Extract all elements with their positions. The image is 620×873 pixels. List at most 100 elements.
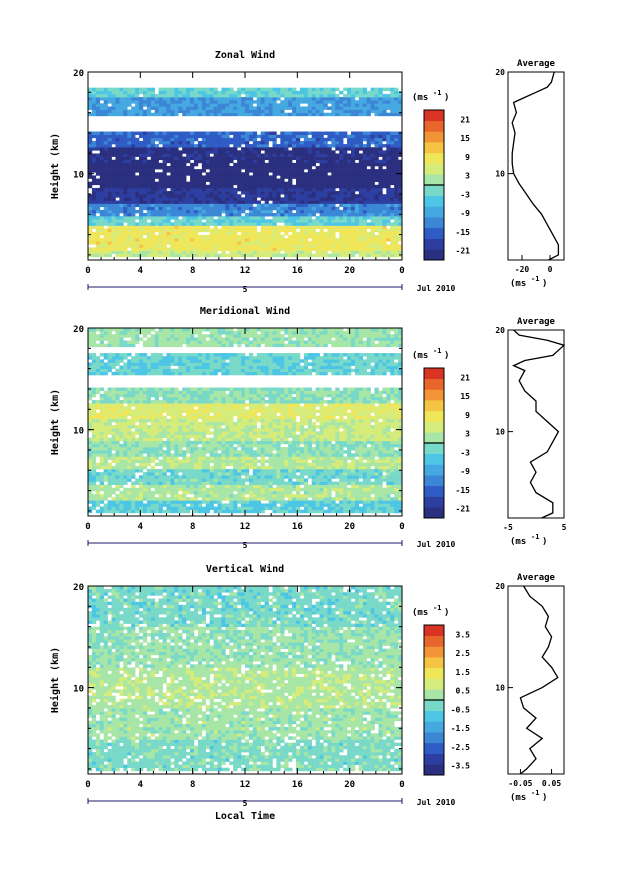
heatmap-cell xyxy=(170,247,175,251)
heatmap-cell xyxy=(233,231,238,236)
heatmap-cell xyxy=(166,462,171,467)
heatmap-cell xyxy=(158,443,163,448)
heatmap-cell xyxy=(331,191,336,195)
heatmap-cell xyxy=(139,415,144,420)
heatmap-cell xyxy=(264,194,269,198)
heatmap-cell xyxy=(127,159,132,164)
heatmap-cell xyxy=(158,150,163,154)
heatmap-cell xyxy=(174,472,179,476)
heatmap-cell xyxy=(182,191,187,195)
heatmap-cell xyxy=(95,159,101,164)
heatmap-cell xyxy=(307,153,313,157)
heatmap-cell xyxy=(386,194,391,198)
heatmap-cell xyxy=(91,87,97,92)
heatmap-cell xyxy=(135,425,140,429)
heatmap-cell xyxy=(190,184,195,189)
heatmap-cell xyxy=(139,194,144,198)
heatmap-cell xyxy=(107,431,112,435)
heatmap-cell xyxy=(158,97,163,101)
heatmap-cell xyxy=(127,187,132,192)
heatmap-cell xyxy=(178,100,183,104)
heatmap-cell xyxy=(256,219,261,223)
heatmap-cell xyxy=(162,478,167,482)
heatmap-cell xyxy=(284,203,289,208)
heatmap-cell xyxy=(394,87,399,92)
heatmap-cell xyxy=(394,225,399,229)
heatmap-cell xyxy=(331,222,336,226)
heatmap-cell xyxy=(91,253,97,258)
heatmap-cell xyxy=(197,194,203,198)
heatmap-cell xyxy=(174,140,179,145)
heatmap-cell xyxy=(276,191,281,195)
heatmap-cell xyxy=(99,462,104,467)
heatmap-cell xyxy=(358,228,364,233)
heatmap-cell xyxy=(103,393,108,398)
heatmap-cell xyxy=(162,337,167,341)
heatmap-cell xyxy=(88,456,93,460)
heatmap-cell xyxy=(217,172,222,176)
heatmap-cell xyxy=(311,234,316,239)
heatmap-cell xyxy=(193,206,199,211)
heatmap-cell xyxy=(307,241,313,245)
heatmap-cell xyxy=(99,334,104,338)
heatmap-cell xyxy=(154,437,159,442)
heatmap-cell xyxy=(135,222,140,226)
heatmap-cell xyxy=(182,159,187,164)
heatmap-cell xyxy=(264,103,269,107)
heatmap-cell xyxy=(245,181,250,186)
heatmap-cell xyxy=(280,178,285,182)
heatmap-cell xyxy=(241,175,246,179)
heatmap-cell xyxy=(186,147,191,151)
heatmap-cell xyxy=(264,187,269,192)
heatmap-cell xyxy=(354,219,360,223)
heatmap-cell xyxy=(162,459,167,464)
heatmap-cell xyxy=(311,87,316,92)
heatmap-cell xyxy=(205,247,210,251)
heatmap-cell xyxy=(131,443,136,448)
heatmap-cell xyxy=(123,209,128,214)
heatmap-cell xyxy=(170,481,175,485)
heatmap-cell xyxy=(370,194,375,198)
heatmap-cell xyxy=(237,97,242,101)
heatmap-cell xyxy=(103,443,108,448)
heatmap-cell xyxy=(88,481,93,485)
heatmap-cell xyxy=(178,440,183,445)
heatmap-cell xyxy=(142,134,148,139)
heatmap-cell xyxy=(350,194,356,198)
heatmap-cell xyxy=(248,131,254,135)
heatmap-cell xyxy=(154,150,159,154)
heatmap-cell xyxy=(119,490,124,495)
heatmap-cell xyxy=(146,216,152,220)
heatmap-cell xyxy=(209,178,214,182)
heatmap-cell xyxy=(178,393,183,398)
heatmap-cell xyxy=(190,203,195,208)
heatmap-cell xyxy=(350,134,356,139)
heatmap-cell xyxy=(292,112,297,117)
colorbar-tick-label: -15 xyxy=(456,228,471,237)
heatmap-cell xyxy=(354,213,360,217)
heatmap-cell xyxy=(182,200,187,204)
heatmap-cell xyxy=(88,162,93,167)
heatmap-cell xyxy=(303,250,309,255)
heatmap-cell xyxy=(209,147,214,151)
heatmap-cell xyxy=(166,431,171,435)
heatmap-cell xyxy=(354,181,360,186)
heatmap-cell xyxy=(170,400,175,404)
heatmap-cell xyxy=(88,219,93,223)
heatmap-cell xyxy=(339,203,344,208)
heatmap-cell xyxy=(307,222,313,226)
heatmap-cell xyxy=(139,175,144,179)
heatmap-cell xyxy=(170,175,175,179)
heatmap-cell xyxy=(248,213,254,217)
heatmap-cell xyxy=(303,206,309,211)
heatmap-cell xyxy=(217,166,222,170)
heatmap-cell xyxy=(339,231,344,236)
heatmap-cell xyxy=(229,112,234,117)
heatmap-cell xyxy=(99,250,104,255)
heatmap-cell xyxy=(162,331,167,335)
heatmap-cell xyxy=(162,487,167,492)
heatmap-cell xyxy=(107,343,112,348)
heatmap-cell xyxy=(296,166,301,170)
heatmap-cell xyxy=(303,216,309,220)
heatmap-cell xyxy=(382,103,387,107)
